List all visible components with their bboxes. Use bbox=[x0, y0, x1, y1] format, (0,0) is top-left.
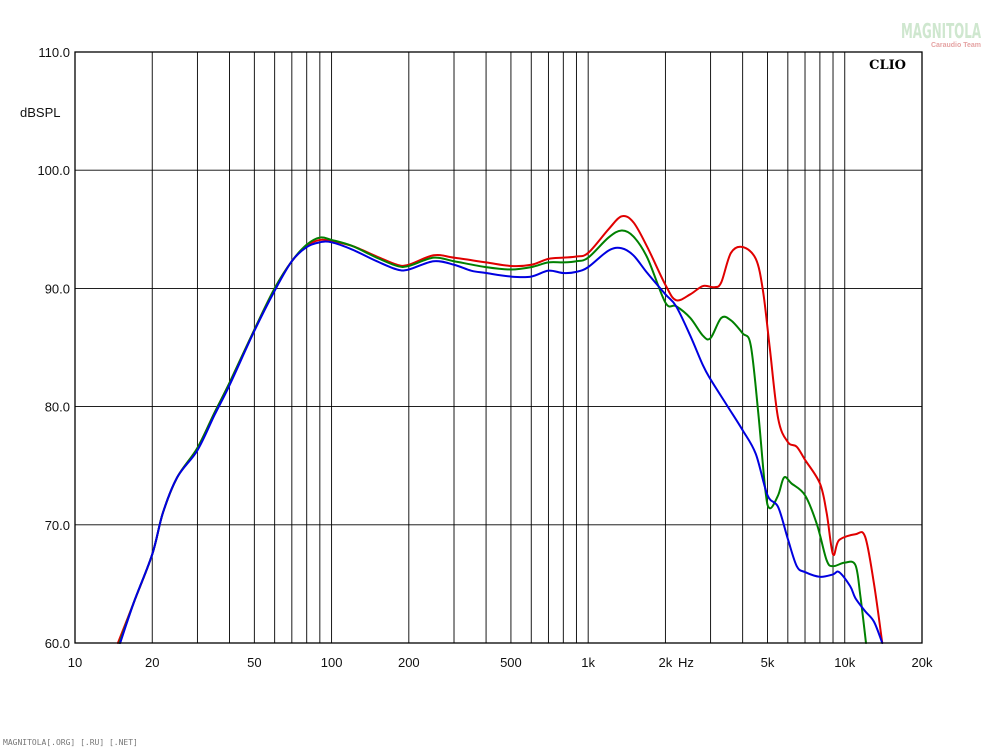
y-tick-label: 100.0 bbox=[37, 163, 70, 178]
x-tick-label: 1k bbox=[581, 655, 595, 670]
footer-text: MAGNITOLA[.ORG] [.RU] [.NET] bbox=[3, 738, 138, 747]
y-tick-label: 110.0 bbox=[38, 45, 70, 60]
x-tick-label: 200 bbox=[398, 655, 420, 670]
series-line-3 bbox=[119, 240, 884, 644]
plot-frame bbox=[74, 51, 923, 644]
brand-label: CLIO bbox=[869, 58, 906, 73]
x-tick-label: 10k bbox=[834, 655, 855, 670]
y-axis-label: dBSPL bbox=[20, 105, 60, 120]
y-tick-label: 80.0 bbox=[45, 400, 70, 415]
x-tick-label: 20 bbox=[145, 655, 159, 670]
x-tick-labels: 10 20 50 100 200 500 1k 2k 5k 10k 20k bbox=[68, 655, 933, 670]
y-tick-labels: 60.0 70.0 80.0 90.0 100.0 110.0 bbox=[37, 45, 70, 651]
y-tick-label: 60.0 bbox=[45, 636, 70, 651]
x-tick-label: 5k bbox=[761, 655, 775, 670]
y-tick-label: 70.0 bbox=[45, 518, 70, 533]
series-line-2 bbox=[118, 229, 867, 644]
x-tick-label: 2k bbox=[659, 655, 673, 670]
series-layer bbox=[116, 215, 884, 644]
x-axis-unit-label: Hz bbox=[678, 655, 694, 670]
y-tick-label: 90.0 bbox=[45, 281, 70, 296]
x-tick-label: 20k bbox=[912, 655, 933, 670]
x-tick-label: 50 bbox=[247, 655, 261, 670]
grid bbox=[75, 52, 922, 643]
watermark-main-text: MAGNITOLA bbox=[901, 19, 981, 43]
x-tick-label: 500 bbox=[500, 655, 522, 670]
x-tick-label: 100 bbox=[321, 655, 343, 670]
watermark-logo: MAGNITOLA Caraudio Team bbox=[901, 19, 981, 49]
x-tick-label: 10 bbox=[68, 655, 82, 670]
watermark-sub-text: Caraudio Team bbox=[931, 42, 981, 49]
